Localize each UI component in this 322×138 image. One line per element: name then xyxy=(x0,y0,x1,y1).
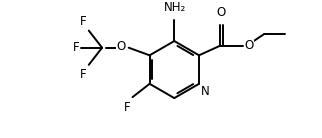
Text: O: O xyxy=(245,39,254,52)
Text: F: F xyxy=(73,41,79,54)
Text: N: N xyxy=(201,85,210,98)
Text: F: F xyxy=(80,15,87,28)
Text: NH₂: NH₂ xyxy=(164,1,186,14)
Text: F: F xyxy=(80,68,87,81)
Text: F: F xyxy=(124,101,131,114)
Text: O: O xyxy=(216,6,225,19)
Text: O: O xyxy=(117,40,126,53)
